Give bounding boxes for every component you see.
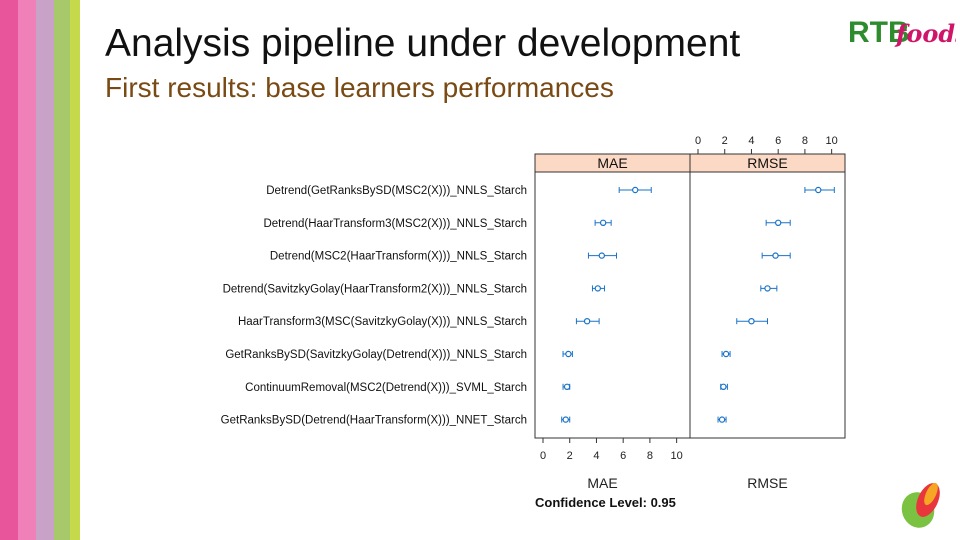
- panel-frame-rmse: [689, 171, 846, 439]
- leaf-logo-icon: [901, 482, 940, 528]
- top-axis-tick-label: 8: [802, 135, 808, 147]
- panel-strip-label-mae: MAE: [597, 155, 627, 171]
- stripe-2: [18, 0, 36, 540]
- model-label: HaarTransform3(MSC(SavitzkyGolay(X)))_NN…: [238, 316, 527, 328]
- panel-frame-mae: [534, 171, 691, 439]
- bottom-axis-tick-label: 0: [540, 450, 546, 462]
- mae-point: [583, 318, 591, 325]
- model-label: Detrend(SavitzkyGolay(HaarTransform2(X))…: [223, 283, 527, 295]
- top-axis-tick-label: 10: [826, 135, 838, 147]
- mae-point: [563, 383, 571, 390]
- top-axis-tick-label: 2: [722, 135, 728, 147]
- rmse-point: [772, 252, 779, 259]
- rmse-point: [718, 416, 726, 423]
- rmse-point: [774, 219, 782, 226]
- bottom-axis-tick-label: 2: [567, 450, 573, 462]
- model-label: Detrend(MSC2(HaarTransform(X)))_NNLS_Sta…: [270, 251, 527, 263]
- slide-subtitle: First results: base learners performance…: [105, 72, 614, 103]
- rtbfoods-logo: RTB foods: [848, 16, 956, 49]
- model-label: ContinuumRemoval(MSC2(Detrend(X)))_SVML_…: [245, 382, 527, 394]
- bottom-axis-tick-label: 10: [671, 450, 683, 462]
- rmse-point: [720, 383, 727, 390]
- model-label: GetRanksBySD(Detrend(HaarTransform(X)))_…: [221, 415, 527, 427]
- axis-title-rmse: RMSE: [747, 475, 787, 491]
- mae-point: [598, 252, 606, 259]
- rmse-point: [764, 285, 771, 292]
- bottom-axis-tick-label: 4: [593, 450, 599, 462]
- logo-text-left: RTB: [848, 16, 910, 49]
- stripe-5: [70, 0, 80, 540]
- confidence-level-label: Confidence Level: 0.95: [535, 495, 676, 510]
- rmse-point: [722, 350, 730, 358]
- top-axis-tick-label: 6: [775, 135, 781, 147]
- decorative-stripes: [0, 0, 84, 540]
- mae-point: [632, 186, 639, 194]
- stripe-4: [54, 0, 70, 540]
- bottom-axis-tick-label: 8: [647, 450, 653, 462]
- top-axis-tick-label: 4: [748, 135, 754, 147]
- mae-point: [565, 350, 572, 358]
- model-label: Detrend(HaarTransform3(MSC2(X)))_NNLS_St…: [263, 218, 527, 230]
- stripe-3: [36, 0, 54, 540]
- top-axis-tick-label: 0: [695, 135, 701, 147]
- mae-point: [599, 219, 607, 226]
- model-label: GetRanksBySD(SavitzkyGolay(Detrend(X)))_…: [225, 349, 527, 361]
- model-label: Detrend(GetRanksBySD(MSC2(X)))_NNLS_Star…: [266, 185, 527, 197]
- rmse-point: [815, 186, 822, 194]
- slide-title: Analysis pipeline under development: [105, 22, 741, 65]
- axis-title-mae: MAE: [587, 475, 617, 491]
- mae-point: [594, 285, 601, 292]
- panel-strip-label-rmse: RMSE: [747, 155, 787, 171]
- mae-point: [562, 416, 569, 423]
- stripe-1: [0, 0, 18, 540]
- logo-text-right: foods: [894, 19, 956, 48]
- bottom-axis-tick-label: 6: [620, 450, 626, 462]
- rmse-point: [748, 318, 755, 325]
